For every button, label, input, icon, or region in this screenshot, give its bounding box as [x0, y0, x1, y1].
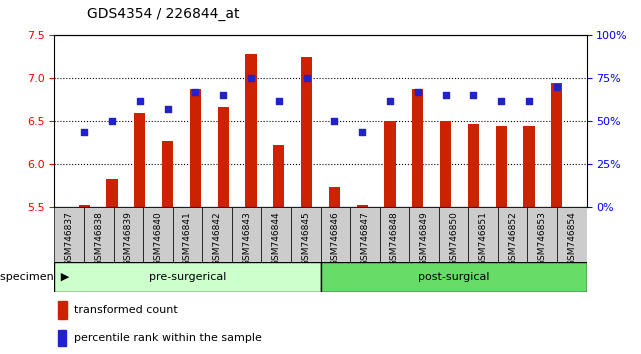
- Bar: [54, 262, 320, 292]
- Text: GSM746849: GSM746849: [419, 211, 428, 266]
- Point: [385, 98, 395, 103]
- Bar: [172, 207, 203, 262]
- Bar: [440, 121, 451, 207]
- Bar: [58, 301, 67, 320]
- Bar: [329, 187, 340, 207]
- Text: GSM746846: GSM746846: [331, 211, 340, 266]
- Point: [107, 118, 117, 124]
- Bar: [58, 330, 65, 346]
- Bar: [113, 207, 143, 262]
- Point: [162, 107, 172, 112]
- Bar: [246, 54, 256, 207]
- Bar: [528, 207, 557, 262]
- Point: [301, 75, 312, 81]
- Point: [135, 98, 145, 103]
- Bar: [498, 207, 528, 262]
- Point: [524, 98, 534, 103]
- Point: [329, 118, 340, 124]
- Text: pre-surgerical: pre-surgerical: [149, 272, 226, 282]
- Bar: [106, 179, 117, 207]
- Bar: [379, 207, 409, 262]
- Bar: [551, 82, 562, 207]
- Point: [190, 89, 201, 95]
- Bar: [468, 124, 479, 207]
- Point: [469, 93, 479, 98]
- Bar: [320, 262, 587, 292]
- Point: [552, 84, 562, 90]
- Point: [413, 89, 423, 95]
- Bar: [469, 207, 498, 262]
- Text: GSM746838: GSM746838: [94, 211, 103, 266]
- Text: GSM746851: GSM746851: [479, 211, 488, 266]
- Text: GSM746847: GSM746847: [360, 211, 369, 266]
- Text: GSM746844: GSM746844: [272, 211, 281, 266]
- Text: GSM746852: GSM746852: [508, 211, 517, 266]
- Bar: [495, 126, 507, 207]
- Text: GSM746841: GSM746841: [183, 211, 192, 266]
- Text: GSM746839: GSM746839: [124, 211, 133, 266]
- Bar: [54, 207, 84, 262]
- Bar: [262, 207, 291, 262]
- Text: GSM746840: GSM746840: [153, 211, 162, 266]
- Text: GDS4354 / 226844_at: GDS4354 / 226844_at: [87, 7, 239, 21]
- Point: [440, 93, 451, 98]
- Text: GSM746843: GSM746843: [242, 211, 251, 266]
- Bar: [412, 88, 423, 207]
- Point: [357, 129, 367, 135]
- Bar: [301, 57, 312, 207]
- Bar: [385, 121, 395, 207]
- Bar: [134, 113, 146, 207]
- Point: [496, 98, 506, 103]
- Text: GSM746845: GSM746845: [301, 211, 310, 266]
- Text: GSM746853: GSM746853: [538, 211, 547, 266]
- Text: GSM746837: GSM746837: [65, 211, 74, 266]
- Point: [274, 98, 284, 103]
- Bar: [320, 207, 350, 262]
- Bar: [350, 207, 379, 262]
- Bar: [409, 207, 438, 262]
- Bar: [79, 205, 90, 207]
- Bar: [84, 207, 113, 262]
- Bar: [356, 205, 368, 207]
- Bar: [291, 207, 320, 262]
- Text: GSM746842: GSM746842: [213, 211, 222, 266]
- Bar: [438, 207, 469, 262]
- Text: percentile rank within the sample: percentile rank within the sample: [74, 333, 262, 343]
- Text: transformed count: transformed count: [74, 305, 178, 315]
- Text: GSM746848: GSM746848: [390, 211, 399, 266]
- Text: GSM746854: GSM746854: [567, 211, 576, 266]
- Point: [79, 129, 89, 135]
- Bar: [162, 141, 173, 207]
- Bar: [273, 145, 285, 207]
- Bar: [232, 207, 262, 262]
- Text: specimen  ▶: specimen ▶: [0, 272, 69, 282]
- Bar: [218, 107, 229, 207]
- Text: GSM746850: GSM746850: [449, 211, 458, 266]
- Bar: [524, 126, 535, 207]
- Bar: [557, 207, 587, 262]
- Bar: [203, 207, 232, 262]
- Text: post-surgical: post-surgical: [418, 272, 489, 282]
- Bar: [143, 207, 172, 262]
- Bar: [190, 88, 201, 207]
- Point: [246, 75, 256, 81]
- Point: [218, 93, 228, 98]
